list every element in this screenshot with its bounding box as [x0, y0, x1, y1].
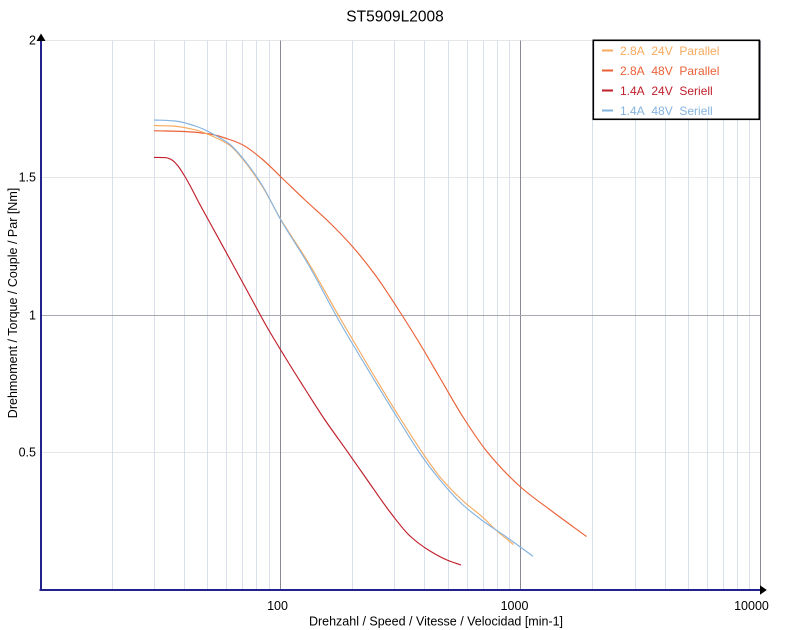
svg-text:2.8A 24V Parallel: 2.8A 24V Parallel	[620, 44, 719, 58]
svg-text:1000: 1000	[501, 599, 529, 613]
svg-text:1.4A 24V Seriell: 1.4A 24V Seriell	[620, 84, 713, 98]
svg-text:100: 100	[267, 599, 288, 613]
svg-text:ST5909L2008: ST5909L2008	[346, 9, 443, 26]
svg-text:10000: 10000	[734, 599, 769, 613]
svg-text:Drehmoment / Torque / Couple /: Drehmoment / Torque / Couple / Par [Nm]	[6, 188, 20, 418]
svg-text:2: 2	[29, 34, 36, 48]
svg-text:1.5: 1.5	[19, 171, 36, 185]
svg-text:1: 1	[29, 309, 36, 323]
svg-text:2.8A 48V Parallel: 2.8A 48V Parallel	[620, 64, 719, 78]
svg-text:1.4A 48V Seriell: 1.4A 48V Seriell	[620, 104, 713, 118]
svg-text:Drehzahl / Speed / Vitesse / V: Drehzahl / Speed / Vitesse / Velocidad […	[309, 615, 563, 629]
svg-text:0.5: 0.5	[19, 446, 36, 460]
